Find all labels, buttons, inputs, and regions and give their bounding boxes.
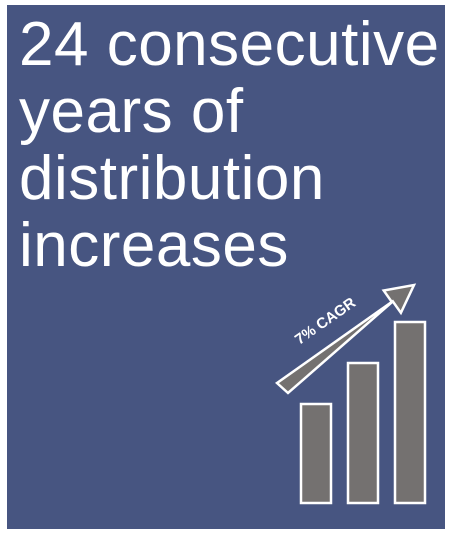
headline-line-2: years of: [19, 77, 244, 146]
bars-group: [299, 320, 427, 505]
headline: 24 consecutive years of distribution inc…: [19, 11, 440, 279]
headline-line-1: 24 consecutive: [19, 10, 440, 79]
growth-arrow: 7% CAGR: [275, 283, 417, 395]
headline-line-3: distribution: [19, 144, 325, 213]
headline-line-4: increases: [19, 211, 289, 280]
growth-bar-chart-icon: 7% CAGR: [275, 283, 427, 505]
growth-bar-2: [346, 361, 380, 505]
growth-bar-1: [299, 402, 333, 505]
growth-arrow-shape: [275, 283, 417, 395]
growth-bar-3: [393, 320, 427, 505]
infographic-card: 24 consecutive years of distribution inc…: [7, 5, 445, 529]
